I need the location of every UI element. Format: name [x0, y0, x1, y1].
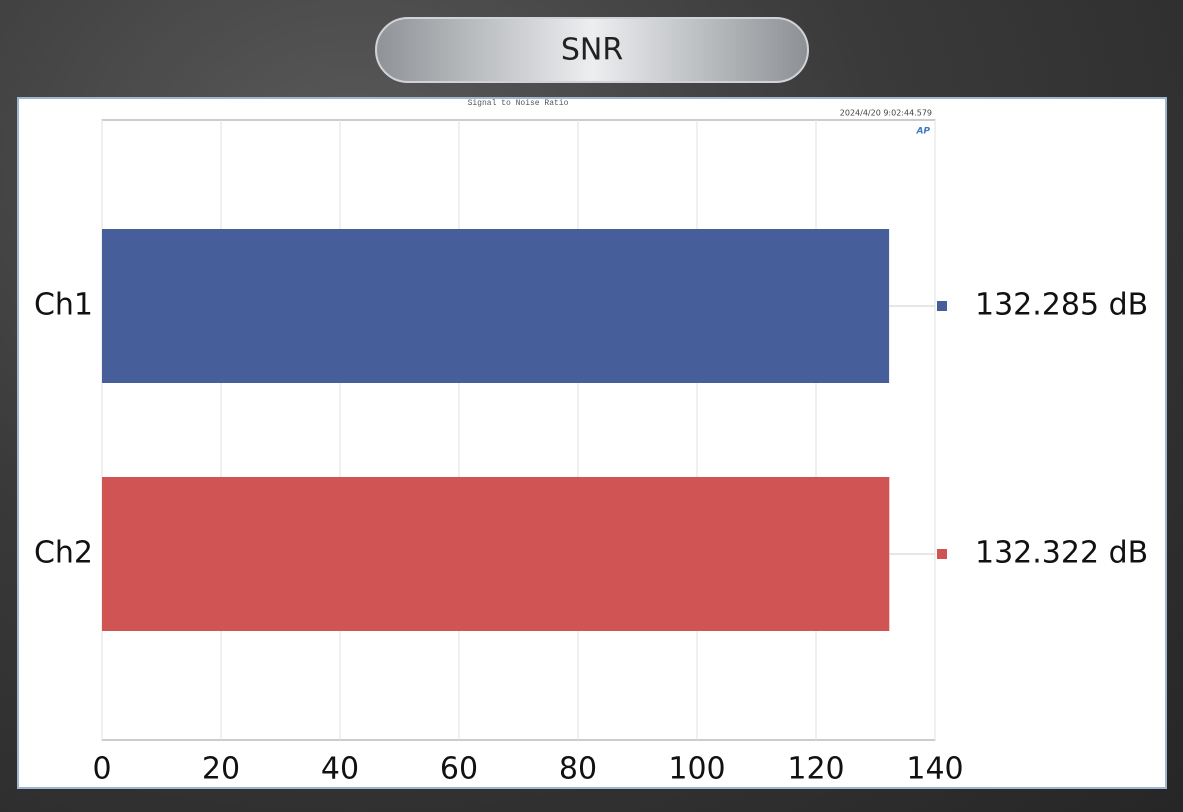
logo: AP	[915, 127, 930, 137]
x-tick-label: 120	[787, 752, 844, 787]
legend-swatch	[937, 301, 947, 311]
title-pill	[375, 17, 809, 83]
x-tick-label: 20	[202, 752, 240, 787]
timestamp: 2024/4/20 9:02:44.579	[840, 109, 932, 118]
y-tick-label: Ch1	[34, 288, 93, 323]
legend-swatch	[937, 549, 947, 559]
x-tick-label: 140	[906, 752, 963, 787]
x-tick-label: 80	[559, 752, 597, 787]
marks	[102, 229, 935, 631]
value-label: 132.322 dB	[975, 536, 1148, 571]
y-tick-label: Ch2	[34, 536, 93, 571]
x-tick-label: 40	[321, 752, 359, 787]
bar	[102, 477, 890, 631]
x-tick-label: 100	[668, 752, 725, 787]
grid	[101, 120, 936, 740]
chart-title: SNR	[561, 33, 623, 68]
panel	[17, 97, 1167, 789]
x-tick-label: 60	[440, 752, 478, 787]
bar	[102, 229, 890, 383]
x-tick-label: 0	[92, 752, 111, 787]
subtitle: Signal to Noise Ratio	[468, 99, 569, 108]
value-label: 132.285 dB	[975, 288, 1148, 323]
